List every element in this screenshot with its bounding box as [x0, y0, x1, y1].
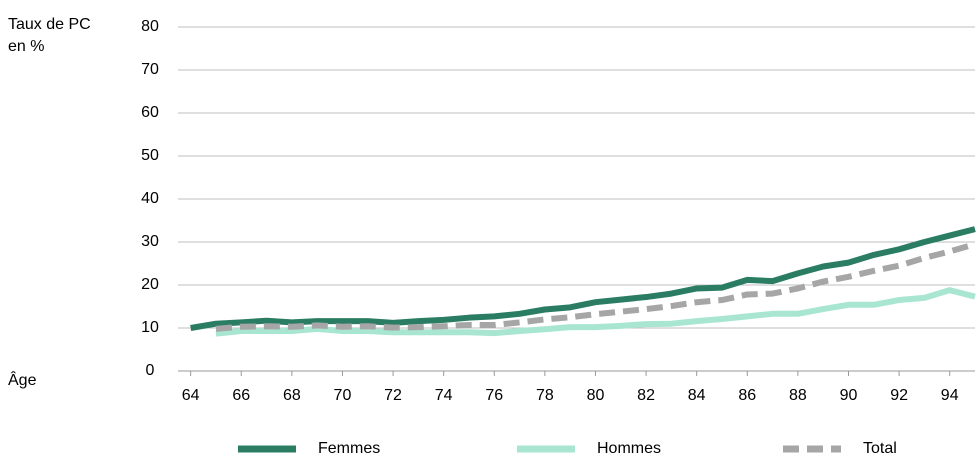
x-tick-label: 80 — [587, 387, 605, 404]
x-tick-label: 90 — [840, 387, 858, 404]
x-tick-label: 70 — [334, 387, 352, 404]
series-line — [190, 226, 976, 331]
y-tick-label: 80 — [141, 18, 159, 35]
series-line — [215, 287, 976, 337]
y-axis-label: Taux de PC en % — [8, 16, 91, 55]
y-tick-label: 60 — [141, 104, 159, 121]
y-tick-label: 30 — [141, 233, 159, 250]
legend-label: Femmes — [318, 440, 380, 457]
x-tick-label: 78 — [536, 387, 554, 404]
y-tick-label: 70 — [141, 61, 159, 78]
x-axis-label: Âge — [8, 370, 37, 389]
x-tick-label: 74 — [435, 387, 453, 404]
x-tick-label: 72 — [384, 387, 402, 404]
y-tick-label: 10 — [141, 319, 159, 336]
y-tick-label: 0 — [146, 362, 155, 379]
y-tick-label: 40 — [141, 190, 159, 207]
y-tick-label: 50 — [141, 147, 159, 164]
x-tick-label: 76 — [485, 387, 503, 404]
x-tick-label: 66 — [232, 387, 250, 404]
x-tick-label: 92 — [890, 387, 908, 404]
x-tick-label: 82 — [637, 387, 655, 404]
x-tick-label: 88 — [789, 387, 807, 404]
x-tick-label: 86 — [738, 387, 756, 404]
y-tick-label: 20 — [141, 276, 159, 293]
x-tick-label: 94 — [941, 387, 959, 404]
legend-label: Hommes — [597, 440, 661, 457]
x-tick-label: 64 — [182, 387, 200, 404]
legend-label: Total — [863, 440, 897, 457]
series-line — [215, 241, 976, 332]
x-tick-label: 68 — [283, 387, 301, 404]
x-tick-label: 84 — [688, 387, 706, 404]
